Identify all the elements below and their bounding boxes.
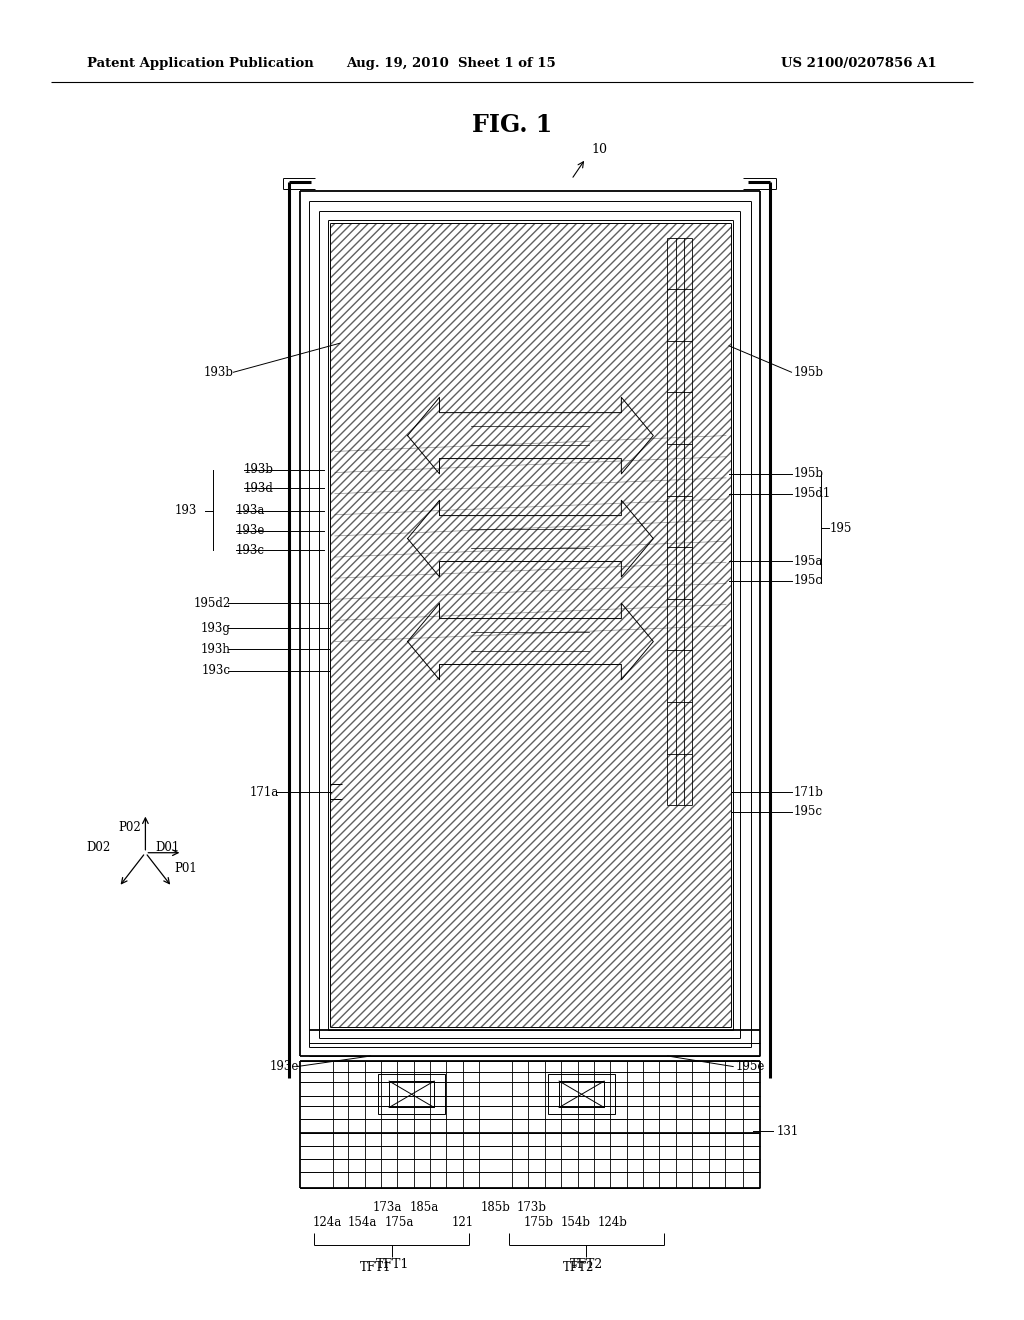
Text: 195e: 195e	[735, 1060, 765, 1073]
Text: 175a: 175a	[385, 1216, 414, 1229]
Text: 175b: 175b	[523, 1216, 554, 1229]
Text: 193b: 193b	[204, 366, 233, 379]
Text: 193c: 193c	[236, 544, 264, 557]
Text: P01: P01	[174, 862, 197, 875]
Text: 185b: 185b	[480, 1201, 511, 1214]
Text: 195: 195	[829, 521, 852, 535]
Text: P02: P02	[119, 821, 141, 834]
Text: D02: D02	[86, 841, 111, 854]
Bar	[548, 1074, 615, 1114]
Text: 131: 131	[776, 1125, 799, 1138]
Text: 124b: 124b	[597, 1216, 628, 1229]
Text: TFT2: TFT2	[563, 1261, 594, 1274]
Text: 173b: 173b	[516, 1201, 547, 1214]
Bar	[559, 1081, 604, 1107]
Text: 171b: 171b	[794, 785, 823, 799]
Bar	[389, 1081, 434, 1107]
Text: 171a: 171a	[249, 785, 279, 799]
Text: 193e: 193e	[269, 1060, 299, 1073]
Text: 193d: 193d	[244, 482, 273, 495]
Text: 154b: 154b	[560, 1216, 591, 1229]
Text: D01: D01	[156, 841, 180, 854]
Text: TFT1: TFT1	[360, 1261, 391, 1274]
Text: 195c: 195c	[794, 805, 822, 818]
Text: 195a: 195a	[794, 554, 823, 568]
Text: TFT1: TFT1	[376, 1258, 409, 1271]
Text: Patent Application Publication: Patent Application Publication	[87, 57, 313, 70]
Text: Aug. 19, 2010  Sheet 1 of 15: Aug. 19, 2010 Sheet 1 of 15	[346, 57, 555, 70]
Bar	[378, 1074, 445, 1114]
Text: 193c: 193c	[202, 664, 230, 677]
Text: 173a: 173a	[373, 1201, 401, 1214]
Text: 193h: 193h	[201, 643, 230, 656]
Text: US 2100/0207856 A1: US 2100/0207856 A1	[781, 57, 937, 70]
Text: 154a: 154a	[348, 1216, 377, 1229]
Text: 195b: 195b	[794, 467, 823, 480]
Text: 195c: 195c	[794, 574, 822, 587]
Text: FIG. 1: FIG. 1	[472, 114, 552, 137]
Text: 195b: 195b	[794, 366, 823, 379]
Text: 193e: 193e	[236, 524, 265, 537]
Text: 195d1: 195d1	[794, 487, 830, 500]
Text: TFT2: TFT2	[570, 1258, 603, 1271]
Bar	[330, 223, 731, 1027]
Text: 10: 10	[592, 143, 608, 156]
Text: 185a: 185a	[410, 1201, 438, 1214]
Text: 193g: 193g	[201, 622, 230, 635]
Text: 193: 193	[174, 504, 197, 517]
Text: 193b: 193b	[244, 463, 273, 477]
Text: 124a: 124a	[313, 1216, 342, 1229]
Text: 121: 121	[452, 1216, 474, 1229]
Text: 193a: 193a	[236, 504, 265, 517]
Text: 195d2: 195d2	[194, 597, 230, 610]
